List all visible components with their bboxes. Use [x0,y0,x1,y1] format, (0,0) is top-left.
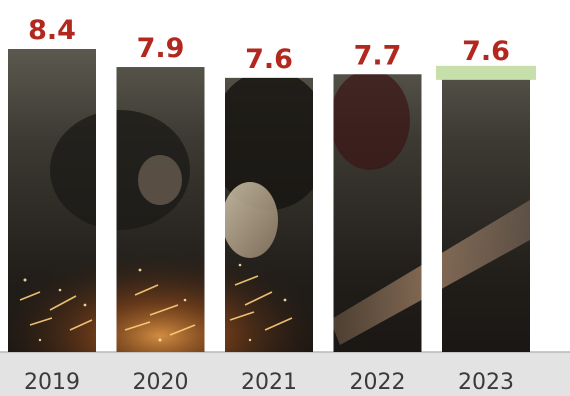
value-label-2019: 8.4 [28,15,76,46]
x-tick-2019: 2019 [24,370,80,395]
bar-2022 [333,74,422,352]
value-labels: 8.4 7.9 7.6 7.7 7.6 [28,15,510,75]
bar-2020 [116,67,205,353]
value-label-2023: 7.6 [462,36,510,67]
axis-band [0,352,570,396]
bar-series [8,49,536,353]
highlight-band-2023 [436,65,536,80]
value-label-2020: 7.9 [137,33,185,64]
x-tick-2023: 2023 [458,370,514,395]
x-tick-2021: 2021 [241,370,297,395]
bar-2019 [8,49,96,352]
x-tick-labels: 2019 2020 2021 2022 2023 [24,370,514,395]
x-tick-2020: 2020 [133,370,189,395]
x-tick-2022: 2022 [350,370,406,395]
bar-2021 [225,77,313,352]
value-label-2022: 7.7 [354,40,402,71]
value-label-2021: 7.6 [245,44,293,75]
bar-2023 [442,77,530,352]
